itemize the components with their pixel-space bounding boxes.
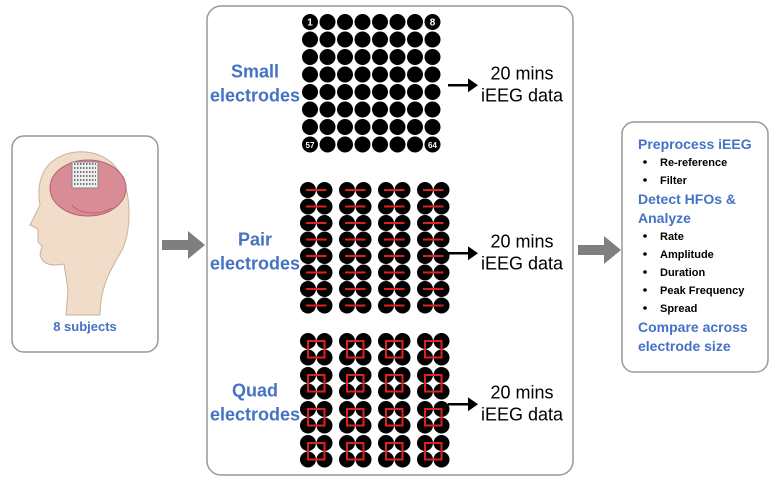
electrode — [425, 49, 441, 65]
electrode — [302, 119, 318, 135]
electrode — [372, 84, 388, 100]
step-item: Filter — [660, 175, 688, 187]
electrode — [355, 49, 371, 65]
electrode — [390, 102, 406, 118]
electrode — [320, 14, 336, 30]
electrode — [337, 49, 353, 65]
electrode — [355, 102, 371, 118]
corner-label: 57 — [306, 141, 315, 150]
electrode — [337, 102, 353, 118]
step-item: Rate — [660, 231, 684, 243]
corner-label: 8 — [430, 18, 436, 29]
bullet — [643, 288, 647, 292]
electrode — [390, 137, 406, 153]
electrode — [320, 102, 336, 118]
electrode — [355, 32, 371, 48]
electrode — [372, 49, 388, 65]
electrode — [390, 67, 406, 83]
step-title: electrode size — [638, 338, 731, 354]
step-title: Analyze — [638, 210, 691, 226]
step-item: Re-reference — [660, 157, 727, 169]
output-label: iEEG data — [481, 253, 564, 273]
electrode — [407, 137, 423, 153]
electrode — [407, 119, 423, 135]
bullet — [643, 306, 647, 310]
step-item: Duration — [660, 267, 706, 279]
electrode — [390, 32, 406, 48]
electrode-label: Quad — [232, 380, 278, 400]
electrode — [337, 84, 353, 100]
electrode — [320, 32, 336, 48]
electrode — [407, 67, 423, 83]
electrode-label: Pair — [238, 229, 272, 249]
electrode — [390, 84, 406, 100]
electrode — [355, 67, 371, 83]
step-title: Detect HFOs & — [638, 191, 736, 207]
diagram: 8 subjects Smallelectrodes20 minsiEEG da… — [0, 0, 770, 481]
output-label: 20 mins — [490, 231, 553, 251]
electrode — [372, 119, 388, 135]
electrode — [355, 137, 371, 153]
electrode-label: electrodes — [210, 404, 300, 424]
bullet — [643, 270, 647, 274]
bullet — [643, 252, 647, 256]
corner-label: 64 — [428, 141, 437, 150]
electrode-label: electrodes — [210, 85, 300, 105]
electrode — [407, 32, 423, 48]
bullet — [643, 178, 647, 182]
electrode — [337, 137, 353, 153]
electrode — [425, 32, 441, 48]
electrode — [372, 14, 388, 30]
electrode — [372, 137, 388, 153]
electrode — [372, 32, 388, 48]
corner-label: 1 — [307, 18, 313, 29]
electrode — [302, 102, 318, 118]
electrode — [355, 84, 371, 100]
step-item: Spread — [660, 303, 697, 315]
electrode — [337, 32, 353, 48]
electrode — [425, 67, 441, 83]
output-label: iEEG data — [481, 404, 564, 424]
bullet — [643, 160, 647, 164]
electrode-label: Small — [231, 61, 279, 81]
electrode — [355, 119, 371, 135]
electrode — [320, 137, 336, 153]
electrode — [337, 14, 353, 30]
electrode — [320, 84, 336, 100]
electrode — [425, 84, 441, 100]
electrode — [302, 32, 318, 48]
step-item: Amplitude — [660, 249, 714, 261]
electrode — [390, 14, 406, 30]
flow-arrow — [162, 231, 205, 259]
electrode — [320, 67, 336, 83]
electrode — [407, 102, 423, 118]
electrode — [337, 67, 353, 83]
electrode — [407, 14, 423, 30]
electrode — [302, 84, 318, 100]
output-label: iEEG data — [481, 85, 564, 105]
electrode — [337, 119, 353, 135]
electrode — [425, 102, 441, 118]
electrode — [302, 49, 318, 65]
electrode — [372, 102, 388, 118]
electrode — [390, 119, 406, 135]
step-item: Peak Frequency — [660, 285, 745, 297]
electrode-label: electrodes — [210, 253, 300, 273]
electrode — [390, 49, 406, 65]
flow-arrow — [578, 236, 621, 264]
step-title: Compare across — [638, 319, 748, 335]
bullet — [643, 234, 647, 238]
electrode — [302, 67, 318, 83]
electrode — [372, 67, 388, 83]
electrode — [320, 119, 336, 135]
subject-label: 8 subjects — [53, 319, 117, 334]
electrode — [425, 119, 441, 135]
output-label: 20 mins — [490, 63, 553, 83]
electrode — [407, 84, 423, 100]
step-title: Preprocess iEEG — [638, 136, 752, 152]
electrode — [355, 14, 371, 30]
electrode — [407, 49, 423, 65]
electrode — [320, 49, 336, 65]
output-label: 20 mins — [490, 382, 553, 402]
